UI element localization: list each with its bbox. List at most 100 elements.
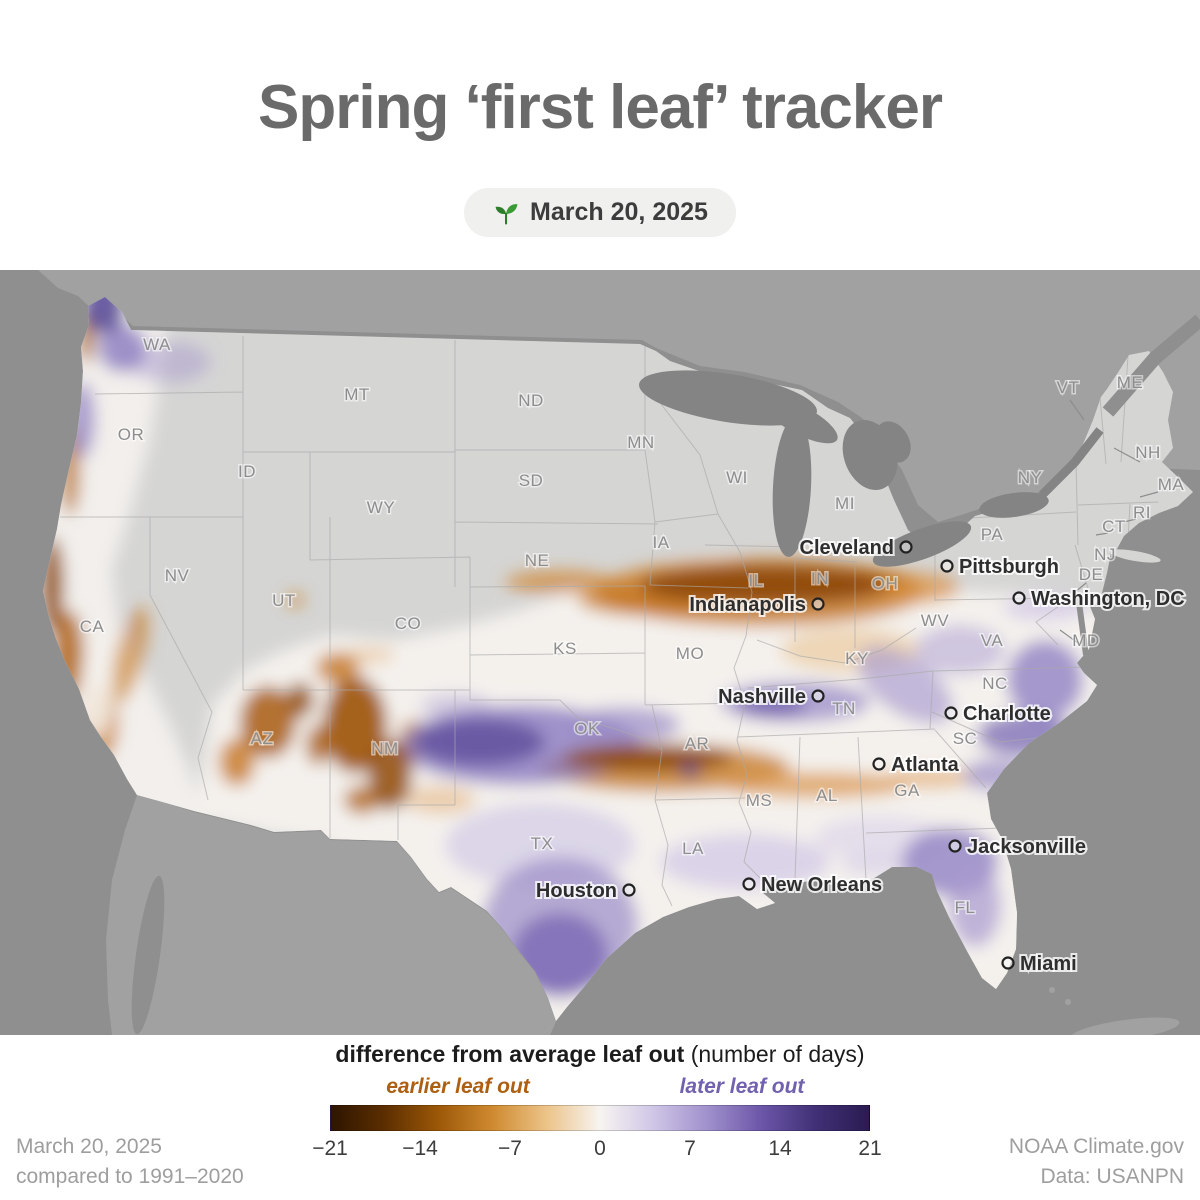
state-label-nc: NC <box>982 674 1008 693</box>
great-lake <box>875 421 911 463</box>
state-label-de: DE <box>1079 565 1104 584</box>
state-label-wv: WV <box>921 611 950 630</box>
state-label-la: LA <box>682 839 704 858</box>
state-borders <box>60 336 1159 907</box>
gulf-of-st-lawrence <box>1102 314 1200 417</box>
state-label-ut: UT <box>272 591 296 610</box>
state-label-az: AZ <box>251 729 274 748</box>
legend-tick: −7 <box>498 1137 522 1160</box>
footer-date: March 20, 2025 <box>16 1135 162 1158</box>
leader-line <box>1113 447 1141 463</box>
city-marker-nashville <box>811 689 825 703</box>
state-label-al: AL <box>816 786 838 805</box>
state-label-nv: NV <box>165 566 190 585</box>
legend: difference from average leaf out (number… <box>0 1035 1200 1200</box>
date-badge: March 20, 2025 <box>464 188 736 237</box>
date-badge-label: March 20, 2025 <box>530 198 708 226</box>
city-marker-miami <box>1001 956 1015 970</box>
header: Spring ‘first leaf’ tracker March 20, 20… <box>0 0 1200 270</box>
state-label-ia: IA <box>652 533 669 552</box>
city-label-nashville: Nashville <box>718 686 806 708</box>
state-labels: WA OR CA NV ID UT AZ MT WY CO NM ND SD NE KS OK TX MN IA MO… <box>78 334 1185 919</box>
state-label-mi: MI <box>835 494 855 513</box>
state-label-ms: MS <box>746 791 773 810</box>
city-label-pittsburgh: Pittsburgh <box>959 556 1059 578</box>
state-label-ny: NY <box>1018 468 1043 487</box>
state-label-tx: TX <box>531 834 554 853</box>
city-marker-cleveland <box>899 540 913 554</box>
state-label-me: ME <box>1117 373 1144 392</box>
city-label-jacksonville: Jacksonville <box>967 836 1086 858</box>
state-label-il: IL <box>748 571 763 590</box>
state-label-nj: NJ <box>1094 545 1116 564</box>
footer-right: NOAA Climate.gov Data: USANPN <box>1009 1132 1184 1192</box>
great-lake <box>772 417 812 557</box>
city-marker-houston <box>622 883 636 897</box>
page-title: Spring ‘first leaf’ tracker <box>258 73 943 142</box>
state-label-wy: WY <box>367 498 395 517</box>
bahamas-island <box>1065 999 1071 1005</box>
city-label-washington-dc: Washington, DC <box>1031 588 1185 610</box>
leader-line <box>1069 399 1085 421</box>
city-label-indianapolis: Indianapolis <box>689 594 806 616</box>
city-marker-new-orleans <box>742 877 756 891</box>
gulf-of-california <box>131 875 165 1035</box>
state-label-va: VA <box>981 631 1004 650</box>
great-lakes <box>639 370 1049 567</box>
footer-baseline-note: compared to 1991–2020 <box>16 1165 244 1188</box>
legend-tick: 14 <box>768 1137 792 1160</box>
legend-tick: −21 <box>312 1137 348 1160</box>
city-label-new-orleans: New Orleans <box>761 874 882 896</box>
legend-tick: −14 <box>402 1137 438 1160</box>
legend-title: difference from average leaf out (number… <box>0 1041 1200 1068</box>
city-marker-atlanta <box>872 757 886 771</box>
state-label-mt: MT <box>344 385 370 404</box>
city-marker-indianapolis <box>811 597 825 611</box>
great-lake <box>872 521 972 567</box>
footer-data-source: Data: USANPN <box>1040 1165 1184 1188</box>
st-lawrence-river <box>1038 427 1104 499</box>
city-label-houston: Houston <box>536 880 617 902</box>
city-label-atlanta: Atlanta <box>891 754 960 776</box>
leader-line <box>1073 582 1087 594</box>
state-label-nd: ND <box>518 391 544 410</box>
state-label-wa: WA <box>143 335 171 354</box>
seedling-icon <box>495 203 518 225</box>
state-label-vt: VT <box>1057 378 1080 397</box>
cuba-landmass <box>1070 1017 1180 1035</box>
legend-later-label: later leaf out <box>679 1075 805 1098</box>
state-label-ct: CT <box>1102 517 1126 536</box>
city-label-charlotte: Charlotte <box>963 703 1051 725</box>
state-label-ks: KS <box>553 639 577 658</box>
state-label-oh: OH <box>872 574 899 593</box>
footer-source: NOAA Climate.gov <box>1008 1135 1184 1158</box>
city-marker-jacksonville <box>948 839 962 853</box>
state-label-ne: NE <box>525 551 550 570</box>
state-label-mo: MO <box>676 644 704 663</box>
label-leader-lines <box>1059 399 1159 644</box>
mexico-landmass <box>106 795 556 1035</box>
state-label-ga: GA <box>894 781 920 800</box>
state-label-fl: FL <box>955 898 976 917</box>
state-label-or: OR <box>118 425 145 444</box>
state-label-id: ID <box>238 462 256 481</box>
city-marker-pittsburgh <box>940 559 954 573</box>
state-label-ca: CA <box>80 617 105 636</box>
city-marker-washington-dc <box>1012 591 1026 605</box>
city-label-cleveland: Cleveland <box>800 537 894 559</box>
state-label-ma: MA <box>1158 475 1185 494</box>
leader-line <box>1095 532 1109 536</box>
state-label-co: CO <box>395 614 422 633</box>
legend-tick: 7 <box>684 1137 696 1160</box>
state-label-sd: SD <box>519 471 544 490</box>
state-label-nh: NH <box>1135 443 1161 462</box>
state-label-ky: KY <box>845 649 869 668</box>
leader-line <box>1139 491 1159 498</box>
city-markers: Cleveland Pittsburgh Indianapolis Washingto… <box>534 535 1187 977</box>
city-label-miami: Miami <box>1020 953 1077 975</box>
legend-title-note: (number of days) <box>684 1041 865 1067</box>
legend-earlier-label: earlier leaf out <box>386 1075 530 1098</box>
legend-tick: 0 <box>594 1137 606 1160</box>
leader-line <box>1123 518 1137 523</box>
